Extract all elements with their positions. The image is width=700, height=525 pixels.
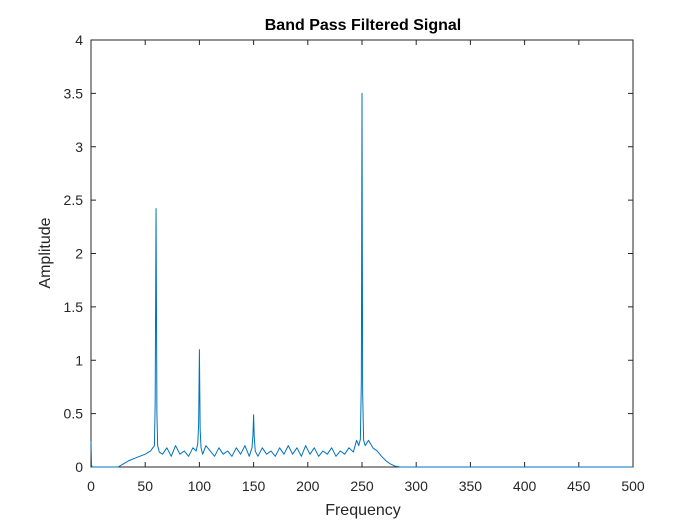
x-tick-label: 350 [459, 478, 483, 494]
x-tick-label: 400 [513, 478, 537, 494]
x-tick-label: 150 [242, 478, 266, 494]
x-tick-label: 50 [137, 478, 153, 494]
y-tick-label: 2.5 [64, 192, 84, 208]
x-tick-label: 100 [188, 478, 212, 494]
y-axis-label: Amplitude [37, 217, 54, 288]
x-tick-label: 0 [87, 478, 95, 494]
x-tick-label: 250 [350, 478, 374, 494]
x-axis-label: Frequency [325, 502, 401, 519]
y-tick-label: 0 [75, 459, 83, 475]
y-tick-label: 3 [75, 139, 83, 155]
y-tick-label: 4 [75, 32, 83, 48]
y-tick-label: 1 [75, 352, 83, 368]
y-tick-label: 3.5 [64, 85, 84, 101]
x-tick-label: 300 [405, 478, 429, 494]
y-tick-label: 1.5 [64, 299, 84, 315]
x-tick-label: 500 [621, 478, 645, 494]
x-axis: 0 50 100 150 200 250 300 350 400 450 500 [87, 40, 645, 494]
x-tick-label: 200 [296, 478, 320, 494]
series-line [90, 92, 633, 468]
y-axis: 0 0.5 1 1.5 2 2.5 3 3.5 4 [64, 32, 633, 475]
y-tick-label: 2 [75, 246, 83, 262]
chart-title: Band Pass Filtered Signal [265, 17, 462, 34]
y-tick-label: 0.5 [64, 406, 84, 422]
x-tick-label: 450 [567, 478, 591, 494]
